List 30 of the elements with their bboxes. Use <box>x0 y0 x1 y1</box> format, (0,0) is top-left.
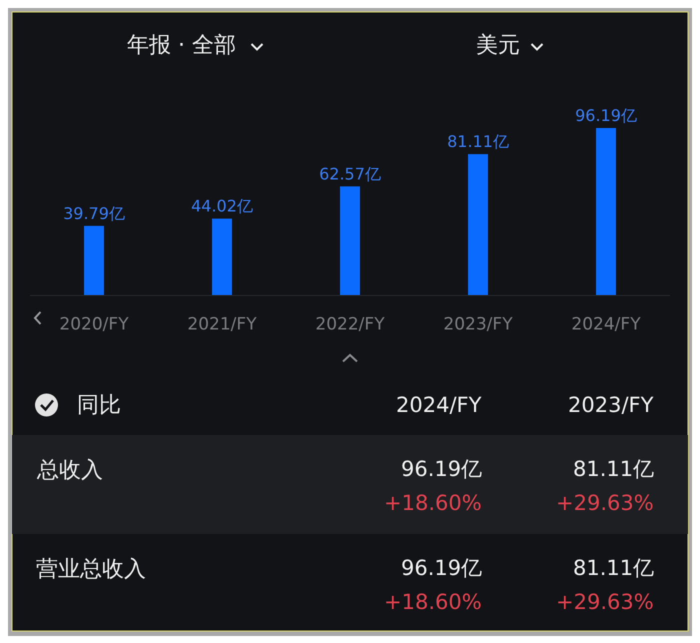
text: +29.63% <box>556 590 654 614</box>
data-label: 96.19亿 <box>575 106 637 125</box>
text: 总收入 <box>36 458 103 483</box>
text: +29.63% <box>556 491 654 515</box>
text: 96.19亿 <box>401 556 482 580</box>
x-tick-label: 2020/FY <box>59 314 130 334</box>
text: 81.11亿 <box>573 457 654 481</box>
bar <box>596 128 616 295</box>
text: 96.19亿 <box>401 457 482 481</box>
bar <box>468 154 488 295</box>
text: 年报 · 全部 <box>127 33 236 58</box>
x-tick-label: 2024/FY <box>571 314 642 334</box>
x-tick-label: 2021/FY <box>187 314 258 334</box>
bar <box>84 226 104 295</box>
text: 同比 <box>77 393 121 418</box>
text: 2024/FY <box>396 393 482 417</box>
data-label: 44.02亿 <box>191 196 253 216</box>
text: +18.60% <box>384 491 482 515</box>
x-tick-label: 2022/FY <box>315 314 386 334</box>
data-label: 81.11亿 <box>447 132 509 152</box>
text: 营业总收入 <box>36 557 146 582</box>
data-label: 62.57亿 <box>319 164 381 184</box>
text: 美元 <box>476 33 520 58</box>
bar <box>212 218 232 295</box>
x-tick-label: 2023/FY <box>443 314 514 334</box>
data-label: 39.79亿 <box>63 204 125 223</box>
bar <box>340 186 360 295</box>
text: 81.11亿 <box>573 556 654 580</box>
text: +18.60% <box>384 590 482 614</box>
text: 2023/FY <box>568 393 654 417</box>
